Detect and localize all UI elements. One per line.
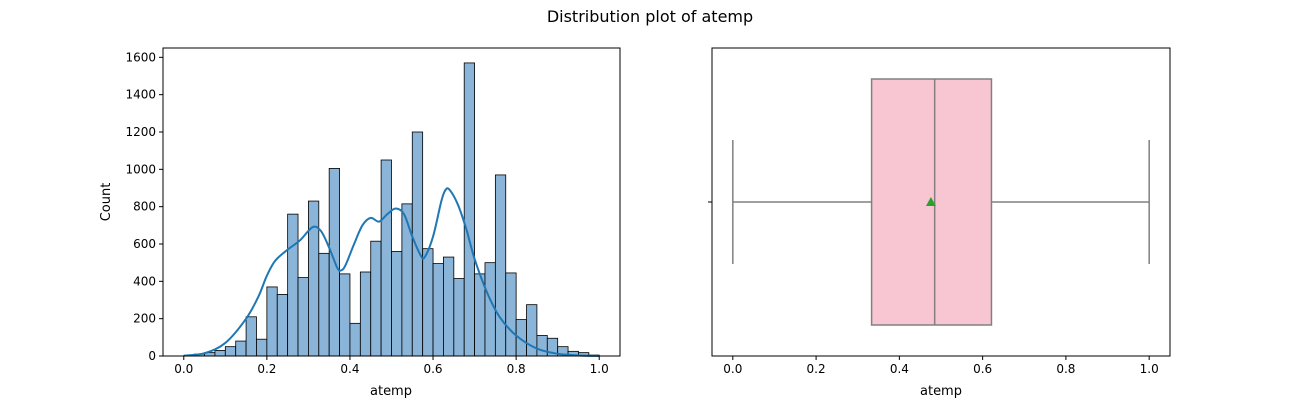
histogram-bar	[235, 340, 247, 357]
histogram-bar	[443, 256, 455, 357]
histogram-bar	[484, 262, 496, 357]
x-tick-label: 0.2	[257, 362, 276, 376]
histogram-bar	[297, 277, 309, 357]
boxplot-x-axis-label: atemp	[920, 384, 962, 399]
histogram-bar	[411, 131, 424, 357]
x-tick-label: 1.0	[590, 362, 609, 376]
histogram-bar	[276, 293, 289, 357]
y-tick-label: 600	[133, 237, 156, 251]
kde-curve	[183, 187, 600, 357]
boxplot-x-ticks: 0.0 0.2 0.4 0.6 0.8 1.0	[723, 356, 1159, 376]
histogram-bar	[432, 263, 444, 357]
histogram-bar	[380, 159, 392, 357]
y-tick-label: 0	[148, 349, 156, 363]
x-tick-label: 0.4	[890, 362, 909, 376]
figure-title: Distribution plot of atemp	[547, 7, 753, 26]
boxplot-panel: 0.0 0.2 0.4 0.6 0.8 1.0 atemp	[708, 47, 1171, 399]
boxplot-mean-marker	[925, 197, 936, 206]
y-tick-label: 400	[133, 274, 156, 288]
histogram-bar	[339, 273, 351, 357]
histogram-x-axis-label: atemp	[370, 384, 412, 399]
histogram-x-ticks: 0.0 0.2 0.4 0.6 0.8 1.0	[174, 356, 609, 376]
histogram-bar	[349, 322, 361, 357]
histogram-bars	[183, 62, 600, 357]
y-tick-label: 1400	[125, 88, 156, 102]
y-tick-label: 200	[133, 312, 156, 326]
y-tick-label: 1000	[125, 162, 156, 176]
x-tick-label: 0.2	[807, 362, 826, 376]
x-tick-label: 0.0	[723, 362, 742, 376]
y-tick-label: 1600	[125, 50, 156, 64]
histogram-bar	[287, 213, 299, 357]
histogram-bar	[359, 271, 372, 357]
histogram-bar	[266, 286, 278, 357]
histogram-bar	[370, 240, 382, 357]
histogram-bar	[494, 174, 507, 357]
histogram-bar	[318, 252, 330, 357]
histogram-bar	[224, 346, 237, 357]
x-tick-label: 0.8	[1056, 362, 1075, 376]
histogram-bar	[214, 349, 226, 357]
histogram-bar	[453, 278, 465, 357]
histogram-bar	[536, 335, 548, 357]
x-tick-label: 0.6	[423, 362, 442, 376]
x-tick-label: 1.0	[1140, 362, 1159, 376]
x-tick-label: 0.6	[973, 362, 992, 376]
x-tick-label: 0.8	[507, 362, 526, 376]
histogram-axes-frame	[162, 47, 621, 357]
histogram-bar	[391, 251, 403, 357]
y-tick-label: 1200	[125, 125, 156, 139]
histogram-bar	[308, 200, 320, 357]
histogram-bar	[256, 338, 268, 357]
histogram-bar	[401, 203, 413, 357]
histogram-bar	[422, 248, 434, 357]
histogram-bar	[505, 272, 517, 357]
boxplot-elements	[732, 78, 1150, 326]
histogram-bar	[463, 62, 475, 357]
x-tick-label: 0.0	[174, 362, 193, 376]
histogram-y-ticks: 0 200 400 600 800 1000 1200 1400 1600	[125, 50, 163, 363]
histogram-bar	[245, 316, 257, 357]
histogram-y-axis-label: Count	[99, 183, 114, 222]
histogram-panel: 0.0 0.2 0.4 0.6 0.8 1.0 0 200 400 600 800 1000 1200…	[99, 47, 621, 399]
y-tick-label: 800	[133, 200, 156, 214]
x-tick-label: 0.4	[340, 362, 359, 376]
